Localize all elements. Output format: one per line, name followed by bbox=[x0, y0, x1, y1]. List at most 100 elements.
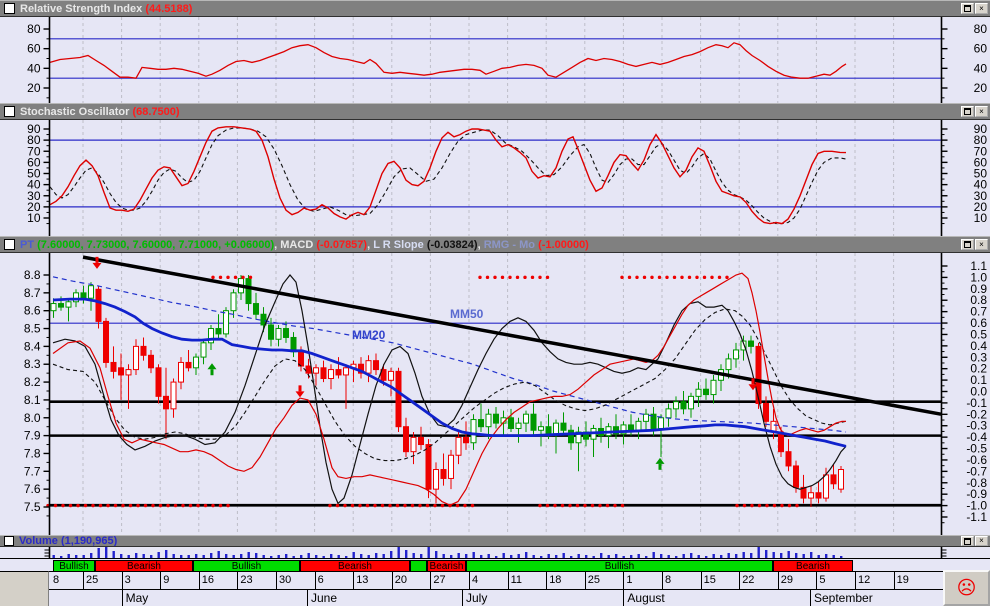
price-close-icon[interactable]: × bbox=[975, 239, 988, 250]
svg-text:20: 20 bbox=[974, 81, 988, 95]
stochastic-checkbox[interactable] bbox=[4, 106, 15, 117]
svg-text:70: 70 bbox=[27, 144, 41, 158]
svg-text:0.4: 0.4 bbox=[970, 339, 987, 353]
price-maximize-icon[interactable] bbox=[961, 239, 974, 250]
stochastic-maximize-icon[interactable] bbox=[961, 106, 974, 117]
svg-text:30: 30 bbox=[974, 189, 988, 203]
date-label: 20 bbox=[394, 574, 408, 586]
svg-text:60: 60 bbox=[27, 155, 41, 169]
volume-close-icon[interactable]: × bbox=[975, 536, 988, 546]
rsi-chart: 80 60 40 20 80 60 40 20 bbox=[0, 17, 990, 103]
series-stoch-k bbox=[49, 126, 847, 225]
svg-text:0.3: 0.3 bbox=[970, 350, 987, 364]
svg-text:8.4: 8.4 bbox=[24, 339, 41, 353]
sad-face-icon: ☹ bbox=[956, 577, 977, 599]
date-label: 23 bbox=[240, 574, 253, 586]
date-label: 13 bbox=[356, 574, 369, 586]
title-segment: RMG - Mo bbox=[483, 238, 539, 251]
market-mood-button[interactable]: ☹ bbox=[943, 570, 990, 606]
date-label: 30 bbox=[279, 574, 292, 586]
date-label: 3 bbox=[124, 574, 131, 586]
date-label: 19 bbox=[896, 574, 909, 586]
date-tick bbox=[584, 572, 586, 590]
svg-text:10: 10 bbox=[974, 211, 988, 225]
series-black-dashed bbox=[52, 308, 847, 462]
date-label: 29 bbox=[780, 574, 794, 586]
svg-text:8.0: 8.0 bbox=[24, 411, 41, 425]
signal-dots bbox=[46, 275, 799, 508]
date-label: 4 bbox=[472, 574, 479, 586]
svg-text:20: 20 bbox=[27, 81, 41, 95]
title-segment: (-0.07857) bbox=[316, 238, 368, 251]
price-candlestick-chart: MM20 MM50 8.8 8.7 8.6 8.5 8.4 8.3 8.2 8.1 8.0 7.9 7.… bbox=[0, 253, 990, 535]
date-tick bbox=[83, 572, 84, 590]
svg-text:40: 40 bbox=[27, 178, 41, 192]
rsi-maximize-icon[interactable] bbox=[961, 3, 974, 14]
svg-text:-0.5: -0.5 bbox=[966, 442, 987, 456]
month-label: August bbox=[627, 591, 665, 605]
svg-text:-0.6: -0.6 bbox=[966, 453, 987, 467]
date-label: 1 bbox=[626, 574, 633, 586]
date-tick bbox=[816, 572, 818, 590]
buy-arrow-icon bbox=[207, 363, 217, 376]
month-tick bbox=[462, 590, 463, 606]
svg-text:90: 90 bbox=[27, 122, 41, 136]
rsi-panel-titlebar[interactable]: Relative Strength Index (44.5188) × bbox=[0, 0, 990, 17]
series-mm50 bbox=[52, 276, 847, 433]
svg-text:8.8: 8.8 bbox=[24, 268, 41, 282]
volume-panel-title: Volume (1,190,965) bbox=[19, 536, 961, 546]
svg-text:7.6: 7.6 bbox=[24, 482, 41, 496]
vertical-gridlines bbox=[82, 17, 895, 103]
svg-text:-0.1: -0.1 bbox=[966, 396, 987, 410]
svg-text:-1.1: -1.1 bbox=[966, 510, 987, 524]
svg-text:0.9: 0.9 bbox=[970, 282, 987, 296]
svg-text:60: 60 bbox=[974, 155, 988, 169]
date-tick bbox=[507, 572, 509, 590]
stochastic-panel-titlebar[interactable]: Stochastic Oscillator (68.7500) × bbox=[0, 103, 990, 120]
svg-text:7.8: 7.8 bbox=[24, 446, 41, 460]
price-panel-titlebar[interactable]: PT (7.60000, 7.73000, 7.60000, 7.71000, … bbox=[0, 236, 990, 253]
rsi-panel-title: Relative Strength Index (44.5188) bbox=[20, 3, 961, 15]
price-checkbox[interactable] bbox=[4, 239, 15, 250]
volume-chart bbox=[0, 547, 990, 558]
month-label: September bbox=[814, 591, 873, 605]
title-segment: (-1.00000) bbox=[538, 238, 589, 251]
title-segment: (7.60000, 7.73000, 7.60000, 7.71000, +0.… bbox=[37, 238, 275, 251]
svg-text:50: 50 bbox=[974, 167, 988, 181]
svg-text:8.3: 8.3 bbox=[24, 357, 41, 371]
month-tick bbox=[121, 590, 123, 606]
volume-maximize-icon[interactable] bbox=[961, 536, 974, 546]
date-tick bbox=[237, 572, 239, 590]
volume-panel-titlebar[interactable]: Volume (1,190,965) × bbox=[0, 535, 990, 547]
month-tick bbox=[307, 590, 308, 606]
svg-text:8.5: 8.5 bbox=[24, 322, 41, 336]
svg-text:8.6: 8.6 bbox=[24, 304, 41, 318]
date-tick bbox=[623, 572, 625, 590]
date-axis-row: 8 25 3 9 16 23 30 6 13 20 27 4 11 18 25 1 8 15 22 29 5 12 19 bbox=[0, 571, 990, 590]
svg-text:8.2: 8.2 bbox=[24, 375, 41, 389]
series-stoch-d bbox=[49, 127, 847, 225]
rsi-checkbox[interactable] bbox=[4, 3, 15, 14]
date-tick bbox=[391, 572, 393, 590]
stochastic-close-icon[interactable]: × bbox=[975, 106, 988, 117]
svg-text:7.7: 7.7 bbox=[24, 464, 41, 478]
svg-text:40: 40 bbox=[974, 61, 988, 75]
volume-checkbox[interactable] bbox=[4, 536, 14, 546]
bottom-left-corner-panel bbox=[0, 571, 49, 606]
rsi-close-icon[interactable]: × bbox=[975, 3, 988, 14]
date-tick bbox=[662, 572, 663, 590]
title-segment: , bbox=[367, 238, 374, 251]
month-tick bbox=[623, 590, 625, 606]
date-tick bbox=[430, 572, 432, 590]
svg-text:0.2: 0.2 bbox=[970, 362, 987, 376]
svg-text:-0.2: -0.2 bbox=[966, 407, 987, 421]
date-tick bbox=[855, 572, 856, 590]
svg-text:20: 20 bbox=[974, 200, 988, 214]
series-rsi bbox=[49, 42, 847, 79]
svg-text:-0.8: -0.8 bbox=[966, 476, 987, 490]
volume-bars bbox=[52, 547, 843, 558]
date-label: 15 bbox=[703, 574, 716, 586]
svg-text:40: 40 bbox=[974, 178, 988, 192]
month-tick bbox=[810, 590, 811, 606]
trendline[interactable] bbox=[82, 255, 942, 416]
